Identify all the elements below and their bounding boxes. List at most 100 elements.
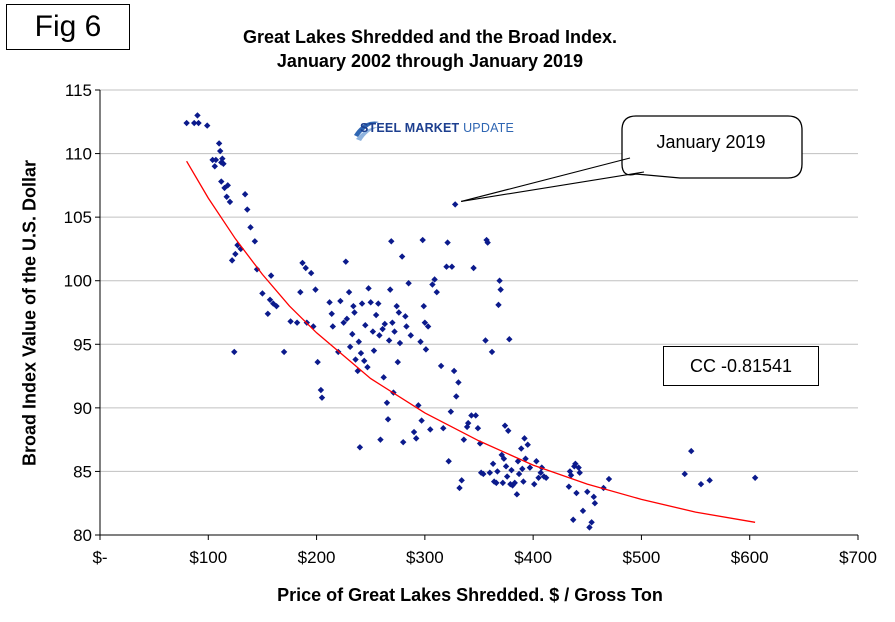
data-point bbox=[497, 286, 504, 293]
data-point bbox=[218, 178, 225, 185]
data-point bbox=[501, 422, 509, 429]
data-point bbox=[266, 296, 274, 303]
data-point bbox=[391, 328, 398, 335]
data-point bbox=[444, 239, 451, 246]
y-tick-label: 100 bbox=[64, 272, 92, 291]
data-point bbox=[420, 302, 427, 310]
data-point bbox=[590, 493, 597, 501]
data-point bbox=[328, 310, 335, 317]
axes bbox=[95, 89, 859, 540]
data-point bbox=[518, 445, 525, 452]
data-point bbox=[280, 348, 288, 356]
data-point bbox=[489, 460, 497, 467]
data-point bbox=[448, 263, 456, 270]
data-point bbox=[484, 239, 491, 246]
data-point bbox=[706, 477, 713, 484]
data-point bbox=[375, 300, 382, 307]
data-point bbox=[688, 447, 695, 455]
data-point bbox=[318, 394, 326, 401]
x-tick-label: $400 bbox=[514, 548, 552, 567]
data-point bbox=[273, 302, 280, 310]
data-point bbox=[472, 412, 479, 419]
logo-swoosh-icon bbox=[354, 121, 379, 141]
data-point bbox=[424, 323, 432, 330]
data-point bbox=[511, 479, 518, 487]
data-point bbox=[502, 463, 510, 470]
data-point bbox=[267, 272, 275, 279]
data-point bbox=[211, 163, 218, 170]
x-tick-label: $500 bbox=[623, 548, 661, 567]
data-point bbox=[519, 465, 526, 473]
data-point bbox=[220, 160, 227, 167]
data-point bbox=[361, 357, 368, 365]
data-point bbox=[450, 367, 458, 375]
x-axis-title: Price of Great Lakes Shredded. $ / Gross… bbox=[277, 585, 663, 605]
y-tick-label: 85 bbox=[73, 462, 92, 481]
data-point bbox=[384, 416, 392, 423]
data-point bbox=[500, 455, 508, 462]
data-point bbox=[405, 280, 412, 287]
data-point bbox=[493, 479, 500, 487]
data-point bbox=[570, 516, 577, 523]
data-point bbox=[342, 258, 350, 265]
data-point bbox=[573, 489, 580, 497]
data-point bbox=[351, 309, 358, 316]
data-point bbox=[317, 386, 325, 394]
data-point bbox=[379, 325, 386, 333]
callout-pointer bbox=[461, 171, 645, 202]
data-point bbox=[486, 469, 494, 476]
data-point bbox=[418, 417, 425, 424]
callout-pointer bbox=[461, 157, 631, 202]
data-point bbox=[460, 436, 468, 443]
data-point bbox=[494, 468, 501, 475]
data-point bbox=[427, 426, 434, 433]
data-point bbox=[343, 315, 351, 323]
data-point bbox=[358, 300, 366, 307]
data-point bbox=[417, 338, 424, 345]
data-point bbox=[398, 253, 406, 260]
figure-label: Fig 6 bbox=[6, 4, 130, 50]
data-point bbox=[456, 484, 463, 492]
data-point bbox=[385, 337, 393, 344]
data-point bbox=[565, 483, 573, 490]
data-point bbox=[458, 477, 465, 484]
data-point bbox=[380, 374, 387, 381]
data-point bbox=[429, 281, 436, 288]
data-point bbox=[326, 299, 333, 306]
data-point bbox=[377, 436, 384, 443]
data-point bbox=[681, 470, 688, 478]
data-point bbox=[209, 156, 216, 164]
data-point bbox=[244, 206, 251, 213]
data-point bbox=[394, 358, 401, 366]
data-point bbox=[579, 507, 587, 515]
y-tick-label: 105 bbox=[64, 208, 92, 227]
data-point bbox=[431, 276, 438, 283]
data-point bbox=[505, 427, 512, 434]
data-point bbox=[440, 425, 447, 432]
data-point bbox=[215, 140, 223, 147]
chart-title-line2: January 2002 through January 2019 bbox=[276, 51, 584, 71]
data-point bbox=[376, 332, 383, 339]
data-point bbox=[247, 224, 254, 231]
data-point bbox=[299, 259, 306, 267]
data-point bbox=[535, 474, 542, 481]
data-point bbox=[567, 472, 575, 479]
data-point bbox=[422, 346, 430, 353]
data-point bbox=[362, 322, 369, 329]
data-point bbox=[194, 112, 201, 119]
x-tick-label: $200 bbox=[298, 548, 336, 567]
data-point bbox=[253, 266, 261, 273]
data-point bbox=[513, 491, 521, 498]
data-point bbox=[576, 469, 583, 476]
data-point bbox=[412, 435, 420, 442]
data-point bbox=[364, 363, 371, 371]
data-point bbox=[482, 337, 489, 344]
data-point bbox=[393, 302, 400, 310]
data-point bbox=[521, 435, 528, 442]
data-point bbox=[367, 299, 374, 306]
x-tick-label: $300 bbox=[406, 548, 444, 567]
trendline-group bbox=[186, 160, 756, 523]
data-point bbox=[204, 122, 211, 129]
data-point bbox=[571, 463, 578, 470]
